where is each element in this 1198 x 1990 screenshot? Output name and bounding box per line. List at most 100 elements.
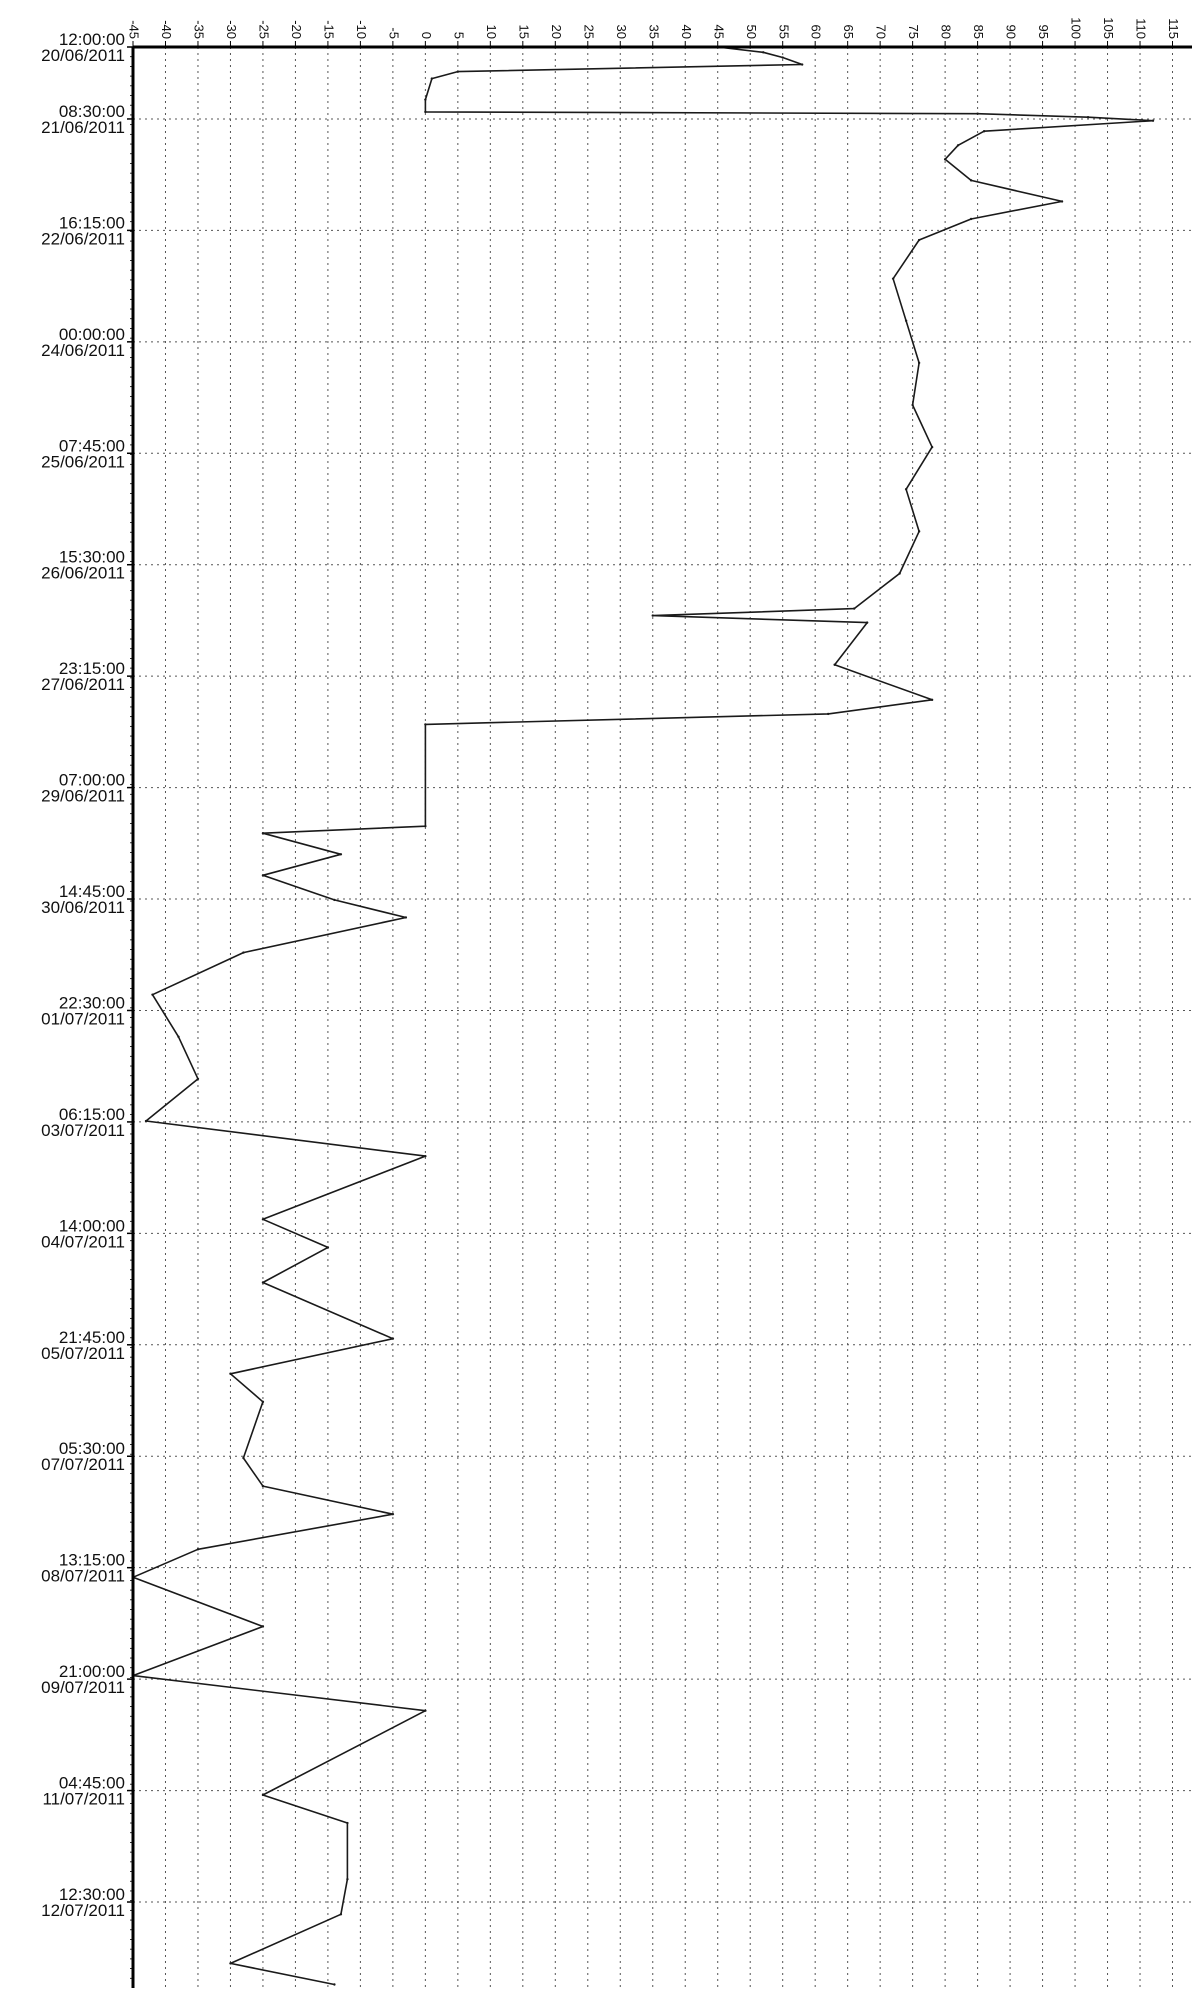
- x-tick-label: 10: [484, 25, 499, 39]
- data-point: [800, 63, 804, 66]
- x-tick-label: 80: [939, 25, 954, 39]
- time-tick-time-label: 15:30:00: [59, 548, 125, 567]
- x-tick-label: -15: [321, 20, 336, 39]
- data-point: [898, 572, 901, 575]
- x-tick-label: 35: [646, 25, 661, 39]
- data-point: [904, 319, 908, 322]
- data-point: [333, 1983, 336, 1986]
- x-tick-label: 5: [451, 32, 466, 39]
- data-point: [242, 951, 245, 954]
- data-point: [391, 1512, 395, 1516]
- data-point: [930, 698, 934, 702]
- data-point: [261, 832, 265, 835]
- x-tick-label: -20: [289, 20, 304, 39]
- data-point: [917, 238, 921, 242]
- time-tick-time-label: 07:00:00: [59, 771, 125, 790]
- time-tick-date-label: 26/06/2011: [41, 564, 125, 583]
- time-tick-date-label: 09/07/2011: [41, 1678, 125, 1697]
- time-tick-time-label: 14:00:00: [59, 1216, 125, 1235]
- x-tick-label: -45: [127, 20, 142, 39]
- data-point: [229, 1372, 232, 1375]
- time-tick-date-label: 30/06/2011: [41, 898, 125, 917]
- data-point: [261, 1218, 265, 1221]
- data-point: [424, 1709, 427, 1712]
- x-tick-label: 55: [776, 25, 791, 39]
- data-point: [424, 825, 427, 828]
- x-tick-label: 45: [711, 25, 726, 39]
- data-point: [339, 1913, 343, 1916]
- data-point: [911, 403, 914, 407]
- time-tick-date-label: 22/06/2011: [41, 229, 125, 248]
- trace-layer: [131, 45, 1155, 1986]
- data-point: [196, 1548, 200, 1551]
- data-point: [196, 1077, 200, 1081]
- x-tick-label: 60: [809, 25, 824, 39]
- x-tick-label: 25: [581, 25, 596, 39]
- x-tick-label: -40: [159, 20, 174, 39]
- time-tick-date-label: 29/06/2011: [41, 787, 125, 806]
- data-point: [261, 1400, 265, 1404]
- data-point: [339, 853, 343, 856]
- time-tick-date-label: 07/07/2011: [41, 1455, 125, 1474]
- time-tick-time-label: 07:45:00: [59, 436, 125, 455]
- series-line-0: [132, 46, 1154, 1986]
- data-point: [781, 56, 784, 59]
- x-tick-label: -35: [192, 20, 207, 39]
- time-tick-date-label: 20/06/2011: [41, 46, 125, 65]
- x-tick-label: -25: [257, 20, 272, 39]
- time-tick-time-label: 21:45:00: [59, 1328, 125, 1347]
- data-point: [852, 607, 856, 610]
- data-point: [144, 1119, 148, 1123]
- x-tick-label: 65: [841, 25, 856, 39]
- data-point: [762, 51, 765, 54]
- data-point: [261, 1484, 265, 1488]
- data-point: [391, 1337, 395, 1340]
- data-point: [865, 621, 869, 624]
- x-tick-label: -30: [224, 20, 239, 39]
- x-tick-label: -5: [386, 27, 401, 39]
- time-tick-time-label: 12:30:00: [59, 1885, 125, 1904]
- data-point: [982, 130, 986, 133]
- time-tick-time-label: 04:45:00: [59, 1774, 125, 1793]
- data-point: [424, 110, 427, 114]
- x-tick-layer: -45 -40 -35 -30 -25 -20 -15 -10 -5 0 5 10 15 20 25 30 35…: [127, 17, 1181, 47]
- time-tick-time-label: 12:00:00: [59, 30, 125, 49]
- time-tick-time-label: 00:00:00: [59, 325, 125, 344]
- grid-layer: [132, 46, 1192, 1988]
- data-point: [456, 70, 460, 73]
- data-point: [261, 874, 265, 877]
- time-tick-date-label: 03/07/2011: [41, 1121, 125, 1140]
- x-tick-label: 95: [1036, 25, 1051, 39]
- time-tick-time-label: 22:30:00: [59, 993, 125, 1012]
- x-tick-label: 50: [744, 25, 759, 39]
- data-point: [891, 277, 895, 280]
- data-point: [404, 916, 408, 919]
- data-point: [229, 1962, 232, 1965]
- data-point: [917, 530, 921, 533]
- x-tick-label: 0: [419, 32, 434, 39]
- data-point: [1086, 115, 1090, 119]
- time-tick-time-label: 14:45:00: [59, 882, 125, 901]
- time-tick-date-label: 04/07/2011: [41, 1232, 125, 1251]
- data-point: [969, 217, 973, 221]
- time-tick-date-label: 24/06/2011: [41, 341, 125, 360]
- time-tick-date-label: 21/06/2011: [41, 118, 125, 137]
- time-tick-time-label: 23:15:00: [59, 659, 125, 678]
- time-tick-date-label: 11/07/2011: [42, 1790, 125, 1809]
- x-tick-label: 115: [1166, 18, 1181, 39]
- time-tick-date-label: 27/06/2011: [41, 675, 125, 694]
- x-tick-label: 40: [679, 25, 694, 39]
- data-point: [904, 488, 908, 491]
- x-tick-label: 20: [549, 25, 564, 39]
- x-tick-label: 70: [874, 25, 889, 39]
- time-tick-date-label: 25/06/2011: [41, 452, 125, 471]
- data-point: [333, 898, 336, 902]
- x-tick-label: 15: [516, 25, 531, 39]
- time-tick-time-label: 21:00:00: [59, 1662, 125, 1681]
- data-point: [346, 1877, 349, 1881]
- data-point: [242, 1456, 245, 1460]
- data-point: [917, 361, 921, 365]
